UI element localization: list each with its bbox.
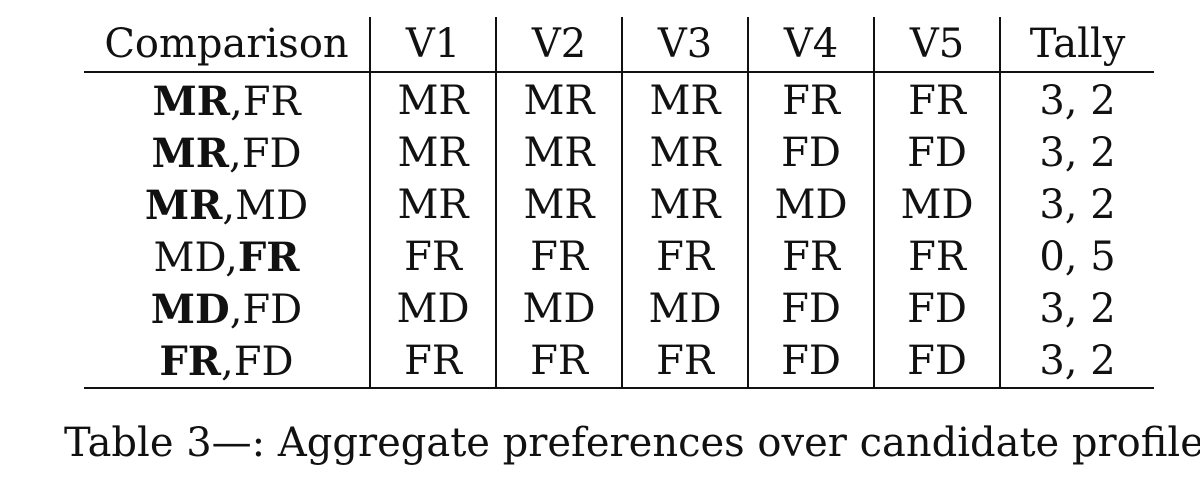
comparison-second-candidate: FR — [237, 233, 300, 281]
table-header-row: Comparison V1 V2 V3 V4 V5 Tally — [84, 17, 1154, 73]
vote-cell-v3: MD — [621, 283, 748, 335]
vote-cell-v3: MR — [621, 179, 748, 231]
comparison-cell: MR,FR — [84, 72, 370, 127]
vote-cell-v2: MR — [495, 127, 622, 179]
vote-cell-v3: FR — [621, 335, 748, 389]
vote-cell-v1: MD — [369, 283, 496, 335]
header-v4: V4 — [747, 17, 874, 73]
comparison-second-candidate: FD — [233, 338, 294, 385]
vote-cell-v4: FD — [747, 335, 874, 389]
tally-cell: 3, 2 — [999, 127, 1154, 179]
tally-cell: 3, 2 — [999, 179, 1154, 231]
vote-cell-v5: FD — [873, 335, 1000, 389]
table-row: MD,FR FR FR FR FR FR 0, 5 — [84, 231, 1154, 283]
vote-cell-v3: FR — [621, 231, 748, 283]
vote-cell-v3: MR — [621, 72, 748, 127]
comparison-first-candidate: MR — [152, 77, 230, 125]
vote-cell-v5: FR — [873, 231, 1000, 283]
comparison-second-candidate: FD — [241, 130, 302, 177]
vote-cell-v5: FR — [873, 72, 1000, 127]
vote-cell-v1: MR — [369, 72, 496, 127]
table-row: MR,FD MR MR MR FD FD 3, 2 — [84, 127, 1154, 179]
vote-cell-v1: FR — [369, 335, 496, 389]
vote-cell-v3: MR — [621, 127, 748, 179]
header-v2: V2 — [495, 17, 622, 73]
comparison-first-candidate: MD — [150, 285, 230, 333]
vote-cell-v4: FD — [747, 283, 874, 335]
vote-cell-v2: MR — [495, 179, 622, 231]
vote-cell-v4: MD — [747, 179, 874, 231]
table-row: MD,FD MD MD MD FD FD 3, 2 — [84, 283, 1154, 335]
vote-cell-v2: FR — [495, 231, 622, 283]
comparison-second-candidate: MD — [235, 182, 309, 229]
comparison-second-candidate: FR — [242, 78, 301, 125]
comparison-separator: , — [229, 286, 243, 333]
table-row: FR,FD FR FR FR FD FD 3, 2 — [84, 335, 1154, 389]
vote-cell-v5: FD — [873, 283, 1000, 335]
table-row: MR,MD MR MR MR MD MD 3, 2 — [84, 179, 1154, 231]
vote-cell-v4: FR — [747, 72, 874, 127]
table-body: MR,FR MR MR MR FR FR 3, 2 MR,FD MR MR MR FD FD 3, 2 MR… — [84, 72, 1154, 389]
vote-cell-v1: MR — [369, 179, 496, 231]
comparison-separator: , — [221, 338, 234, 385]
header-tally: Tally — [999, 17, 1154, 73]
comparison-first-candidate: MR — [144, 181, 223, 229]
vote-cell-v2: MD — [495, 283, 622, 335]
table-row: MR,FR MR MR MR FR FR 3, 2 — [84, 72, 1154, 127]
vote-cell-v4: FR — [747, 231, 874, 283]
table-caption: Table 3—: Aggregate preferences over can… — [64, 420, 1200, 466]
header-v1: V1 — [369, 17, 496, 73]
comparison-cell: MD,FR — [84, 231, 370, 283]
comparison-cell: MR,FD — [84, 127, 370, 179]
comparison-second-candidate: FD — [242, 286, 303, 333]
comparison-first-candidate: MD — [153, 234, 226, 281]
vote-cell-v2: MR — [495, 72, 622, 127]
comparison-separator: , — [222, 182, 236, 229]
comparison-cell: MD,FD — [84, 283, 370, 335]
vote-cell-v1: MR — [369, 127, 496, 179]
vote-cell-v2: FR — [495, 335, 622, 389]
header-v3: V3 — [621, 17, 748, 73]
comparison-cell: FR,FD — [84, 335, 370, 389]
header-comparison: Comparison — [84, 17, 370, 73]
tally-cell: 3, 2 — [999, 335, 1154, 389]
comparison-separator: , — [228, 130, 242, 177]
tally-cell: 0, 5 — [999, 231, 1154, 283]
comparison-separator: , — [225, 234, 238, 281]
comparison-first-candidate: FR — [159, 337, 222, 385]
preferences-table-container: Comparison V1 V2 V3 V4 V5 Tally MR,FR MR M… — [84, 17, 1154, 389]
vote-cell-v1: FR — [369, 231, 496, 283]
comparison-first-candidate: MR — [151, 129, 229, 177]
comparison-separator: , — [229, 78, 243, 125]
vote-cell-v5: FD — [873, 127, 1000, 179]
aggregate-preferences-table: Comparison V1 V2 V3 V4 V5 Tally MR,FR MR M… — [84, 17, 1154, 389]
tally-cell: 3, 2 — [999, 283, 1154, 335]
vote-cell-v4: FD — [747, 127, 874, 179]
tally-cell: 3, 2 — [999, 72, 1154, 127]
vote-cell-v5: MD — [873, 179, 1000, 231]
header-v5: V5 — [873, 17, 1000, 73]
comparison-cell: MR,MD — [84, 179, 370, 231]
